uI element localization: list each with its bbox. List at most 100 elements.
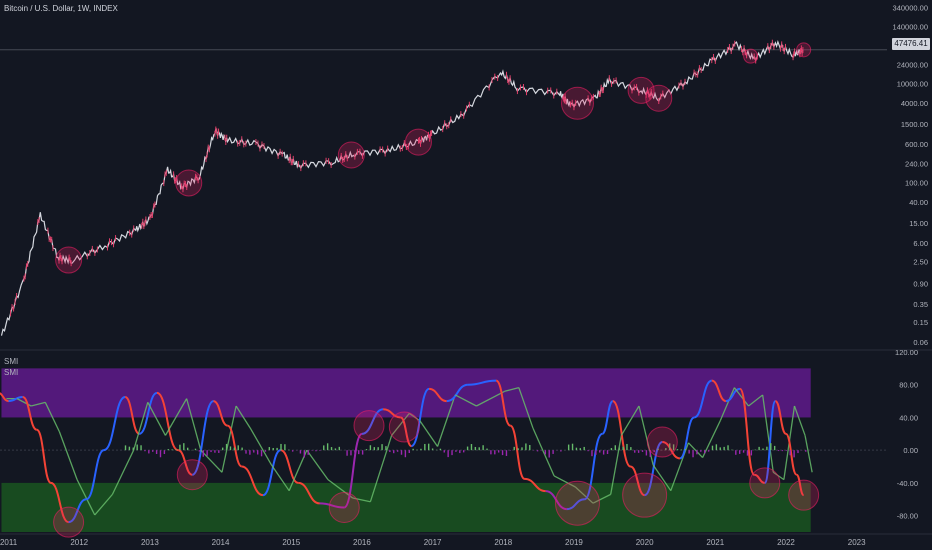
time-axis-tick-label: 2020 [636, 538, 654, 547]
price-axis-tick-label: 4000.00 [901, 99, 928, 108]
time-axis-tick-label: 2013 [141, 538, 159, 547]
smi-signal-segment [147, 402, 167, 436]
smi-signal-segment [719, 387, 735, 421]
price-highlight-circle [627, 76, 655, 104]
smi-signal-segment [235, 405, 251, 429]
smi-signal-segment [186, 398, 202, 451]
smi-line-segment [566, 498, 585, 511]
smi-line-segment [191, 400, 215, 476]
smi-signal-segment [454, 394, 477, 407]
smi-line-segment [227, 424, 243, 468]
smi-line-segment [8, 396, 23, 403]
smi-signal-segment [94, 493, 113, 516]
smi-line-segment [262, 449, 282, 497]
price-highlight-circle [796, 42, 812, 58]
smi-signal-segment [133, 402, 149, 451]
price-axis-tick-label: 2.50 [913, 258, 928, 267]
smi-signal-segment [793, 405, 806, 436]
price-highlight-circle [337, 141, 365, 169]
price-axis-tick-label: 10000.00 [897, 79, 928, 88]
smi-line-segment [467, 379, 497, 386]
price-axis-tick-label: 140000.00 [893, 23, 928, 32]
smi-highlight-circle [388, 411, 420, 443]
smi-signal-segment [592, 493, 611, 504]
smi-highlight-circle [749, 467, 781, 499]
smi-line-segment [280, 449, 299, 484]
smi-signal-segment [574, 486, 594, 504]
smi-line-segment [693, 379, 713, 419]
smi-axis-tick-label: 40.00 [899, 413, 918, 422]
smi-highlight-circle [353, 410, 385, 442]
price-axis-tick-label: 40.00 [909, 198, 928, 207]
smi-line-segment [138, 391, 158, 435]
smi-line-segment [383, 408, 401, 419]
price-axis-tick-label: 6.00 [913, 239, 928, 248]
smi-line-segment [711, 379, 727, 403]
smi-label-2: SMI [4, 368, 19, 377]
smi-signal-segment [748, 394, 764, 407]
smi-axis-tick-label: 120.00 [895, 348, 918, 357]
smi-highlight-circle [646, 426, 678, 458]
smi-line-segment [298, 481, 320, 505]
smi-line-segment [68, 498, 87, 524]
price-highlight-circle [645, 84, 673, 112]
smi-signal-segment [518, 387, 534, 429]
smi-signal-segment [419, 420, 439, 447]
smi-line-segment [22, 396, 38, 431]
smi-signal-segment [391, 412, 410, 436]
smi-line-segment [774, 400, 787, 435]
smi-signal-segment [16, 398, 32, 407]
smi-line-segment [213, 400, 229, 427]
smi-line-segment [679, 416, 695, 460]
price-axis-tick-label: 1500.00 [901, 120, 928, 129]
smi-line-segment [428, 387, 447, 403]
smi-line-segment [343, 432, 363, 509]
smi-line-segment [753, 473, 765, 484]
price-highlight-circle [560, 86, 594, 120]
smi-line-segment [50, 481, 70, 524]
price-highlight-circle [55, 246, 83, 274]
smi-highlight-circle [622, 472, 668, 518]
smi-signal-segment [369, 435, 393, 502]
smi-signal-segment [30, 401, 46, 407]
price-axis-tick-label: 240.00 [905, 160, 928, 169]
smi-signal-segment [687, 442, 704, 458]
smi-signal-segment [504, 386, 519, 392]
smi-line-segment [446, 383, 469, 403]
smi-highlight-circle [788, 479, 820, 511]
smi-signal-segment [532, 427, 555, 477]
smi-line-segment [156, 391, 179, 452]
smi-label-1: SMI [4, 357, 19, 366]
smi-axis-tick-label: 0.00 [903, 446, 918, 455]
smi-line-segment [103, 396, 126, 452]
price-highlight-circle [404, 128, 432, 156]
smi-signal-segment [476, 390, 505, 407]
smi-signal-segment [733, 387, 750, 407]
smi-axis-tick-label: 80.00 [899, 381, 918, 390]
time-axis-tick-label: 2014 [212, 538, 230, 547]
smi-signal-segment [436, 394, 456, 447]
smi-line-segment [583, 432, 604, 501]
smi-signal-segment [804, 435, 813, 473]
smi-signal-segment [610, 435, 622, 495]
smi-line-segment [0, 392, 9, 403]
smi-line-segment [410, 387, 430, 448]
smi-axis-tick-label: -40.00 [897, 479, 918, 488]
oversold-band [1, 482, 811, 532]
smi-signal-segment [221, 405, 237, 473]
smi-axis-tick-label: -80.00 [897, 512, 918, 521]
smi-signal-segment [652, 464, 672, 492]
smi-signal-segment [200, 449, 223, 473]
smi-line-segment [361, 408, 384, 435]
smi-line-segment [545, 490, 568, 511]
time-axis-tick-label: 2019 [565, 538, 583, 547]
chart-title: Bitcoin / U.S. Dollar, 1W, INDEX [4, 4, 118, 13]
smi-signal-segment [408, 412, 421, 422]
smi-highlight-circle [53, 506, 85, 538]
overbought-band [1, 368, 811, 418]
smi-line-segment [85, 449, 105, 501]
smi-line-segment [739, 387, 756, 476]
smi-signal-segment [762, 394, 774, 473]
smi-signal-segment [44, 402, 61, 433]
